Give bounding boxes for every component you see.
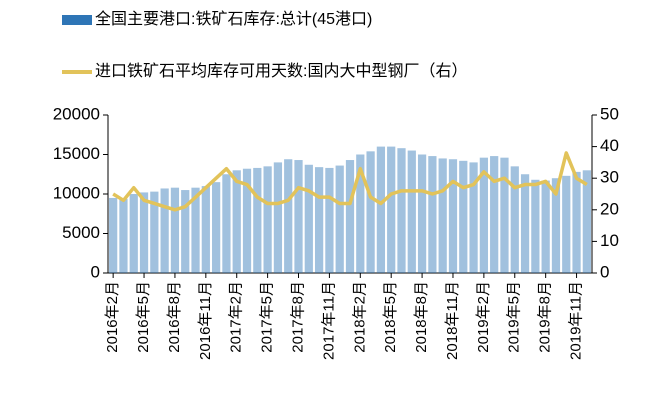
- bar: [232, 170, 241, 273]
- bar: [407, 150, 416, 273]
- x-tick-label: 2016年5月: [135, 281, 152, 353]
- x-tick-label: 2017年5月: [259, 281, 276, 353]
- y-tick-label: 0: [91, 262, 100, 281]
- bar: [551, 178, 561, 273]
- x-tick-label: 2017年8月: [289, 281, 306, 353]
- x-tick-label: 2016年8月: [166, 281, 183, 353]
- bar: [284, 159, 293, 273]
- bar: [376, 146, 386, 273]
- x-tick-label: 2016年11月: [197, 281, 214, 360]
- bar: [510, 166, 519, 273]
- bar: [459, 160, 468, 273]
- bar: [119, 198, 128, 273]
- bar: [572, 171, 581, 273]
- legend-swatch: [62, 15, 92, 25]
- bar: [387, 146, 396, 273]
- x-tick-label: 2019年11月: [568, 281, 585, 360]
- y-tick-label: 20000: [53, 104, 100, 123]
- bar: [109, 197, 118, 273]
- bar: [438, 158, 447, 273]
- y2-tick-label: 20: [600, 199, 619, 218]
- bar: [520, 174, 530, 273]
- bar: [129, 194, 138, 273]
- x-tick-label: 2018年5月: [382, 281, 399, 353]
- bar: [345, 160, 355, 273]
- x-tick-label: 2017年2月: [228, 281, 245, 353]
- bar: [531, 179, 540, 273]
- bar: [479, 157, 488, 273]
- bar: [160, 188, 169, 273]
- bar: [582, 170, 591, 273]
- bar: [490, 156, 499, 273]
- x-tick-label: 2019年5月: [506, 281, 523, 353]
- x-tick-label: 2018年8月: [413, 281, 430, 353]
- x-tick-label: 2017年11月: [320, 281, 337, 360]
- bar: [304, 164, 313, 273]
- bar: [541, 180, 550, 273]
- y2-tick-label: 50: [600, 104, 619, 123]
- y2-tick-label: 30: [600, 168, 619, 187]
- bar: [397, 148, 406, 273]
- bar: [562, 175, 571, 273]
- y2-tick-label: 40: [600, 136, 619, 155]
- bar: [366, 151, 375, 273]
- y-tick-label: 10000: [53, 183, 100, 202]
- legend-label: 进口铁矿石平均库存可用天数:国内大中型钢厂（右）: [95, 62, 467, 80]
- bar: [222, 174, 231, 273]
- x-tick-label: 2019年2月: [475, 281, 492, 353]
- y2-tick-label: 0: [600, 262, 609, 281]
- bar: [417, 154, 427, 273]
- bar: [263, 166, 272, 273]
- bar: [314, 167, 324, 273]
- y-tick-label: 5000: [62, 223, 100, 242]
- legend-label: 全国主要港口:铁矿石库存:总计(45港口): [95, 10, 372, 28]
- x-tick-label: 2018年2月: [351, 281, 368, 353]
- bar: [253, 167, 262, 273]
- bar: [335, 165, 344, 273]
- bar: [181, 190, 190, 273]
- line: [112, 151, 588, 212]
- bar: [469, 162, 478, 273]
- x-tick-label: 2016年2月: [104, 281, 121, 353]
- bar: [242, 168, 252, 273]
- y-tick-label: 15000: [53, 144, 100, 163]
- bar: [325, 167, 334, 273]
- bar: [273, 162, 283, 273]
- bar: [428, 156, 437, 273]
- x-tick-label: 2019年8月: [537, 281, 554, 353]
- y2-tick-label: 10: [600, 231, 619, 250]
- bar: [201, 186, 210, 273]
- bar: [212, 182, 221, 273]
- bar: [294, 160, 303, 273]
- bar: [139, 192, 149, 273]
- x-tick-label: 2018年11月: [444, 281, 461, 360]
- bar: [170, 187, 180, 273]
- bar: [448, 159, 458, 273]
- bar: [500, 157, 509, 273]
- bar: [150, 191, 159, 273]
- bar: [356, 154, 365, 273]
- bar: [191, 187, 200, 273]
